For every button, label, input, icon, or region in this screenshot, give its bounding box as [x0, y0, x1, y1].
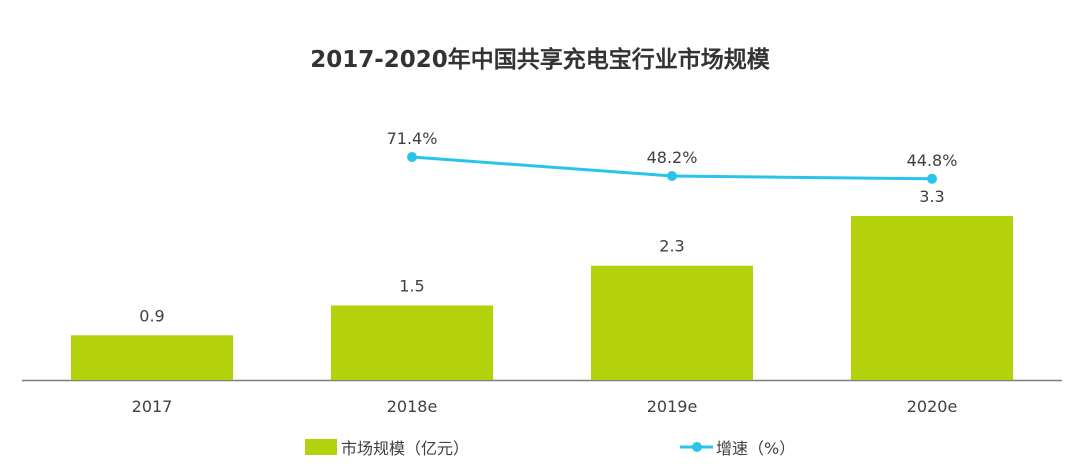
bar-value-label-2019e: 2.3 — [659, 237, 684, 256]
bar-2019e — [591, 265, 753, 380]
x-tick-label-2018e: 2018e — [387, 397, 438, 416]
bar-2017 — [71, 335, 233, 380]
chart-title: 2017-2020年中国共享充电宝行业市场规模 — [310, 47, 770, 73]
bar-2020e — [851, 216, 1013, 380]
x-tick-labels: 2017 2018e 2019e 2020e — [132, 397, 958, 416]
x-tick-label-2019e: 2019e — [647, 397, 698, 416]
growth-value-label-2018e: 71.4% — [387, 129, 438, 148]
legend-bar-swatch — [305, 439, 337, 455]
growth-point-2018e — [407, 152, 417, 162]
growth-value-label-2020e: 44.8% — [907, 151, 958, 170]
bar-2018e — [331, 305, 493, 380]
growth-point-2020e — [927, 173, 937, 184]
bar-value-label-2017: 0.9 — [139, 306, 164, 325]
legend-bar-label: 市场规模（亿元） — [341, 439, 469, 458]
legend-line-label: 增速（%） — [716, 439, 795, 458]
x-tick-label-2020e: 2020e — [907, 397, 958, 416]
bar-series: 0.9 1.5 2.3 3.3 — [71, 187, 1013, 380]
bar-value-label-2018e: 1.5 — [399, 276, 424, 295]
x-tick-label-2017: 2017 — [132, 397, 173, 416]
line-series: 71.4% 48.2% 44.8% — [387, 129, 958, 184]
growth-value-label-2019e: 48.2% — [647, 148, 698, 167]
legend: 市场规模（亿元） 增速（%） — [305, 439, 795, 458]
bar-value-label-2020e: 3.3 — [919, 187, 944, 206]
legend-line-marker — [692, 442, 702, 452]
growth-point-2019e — [667, 171, 677, 181]
